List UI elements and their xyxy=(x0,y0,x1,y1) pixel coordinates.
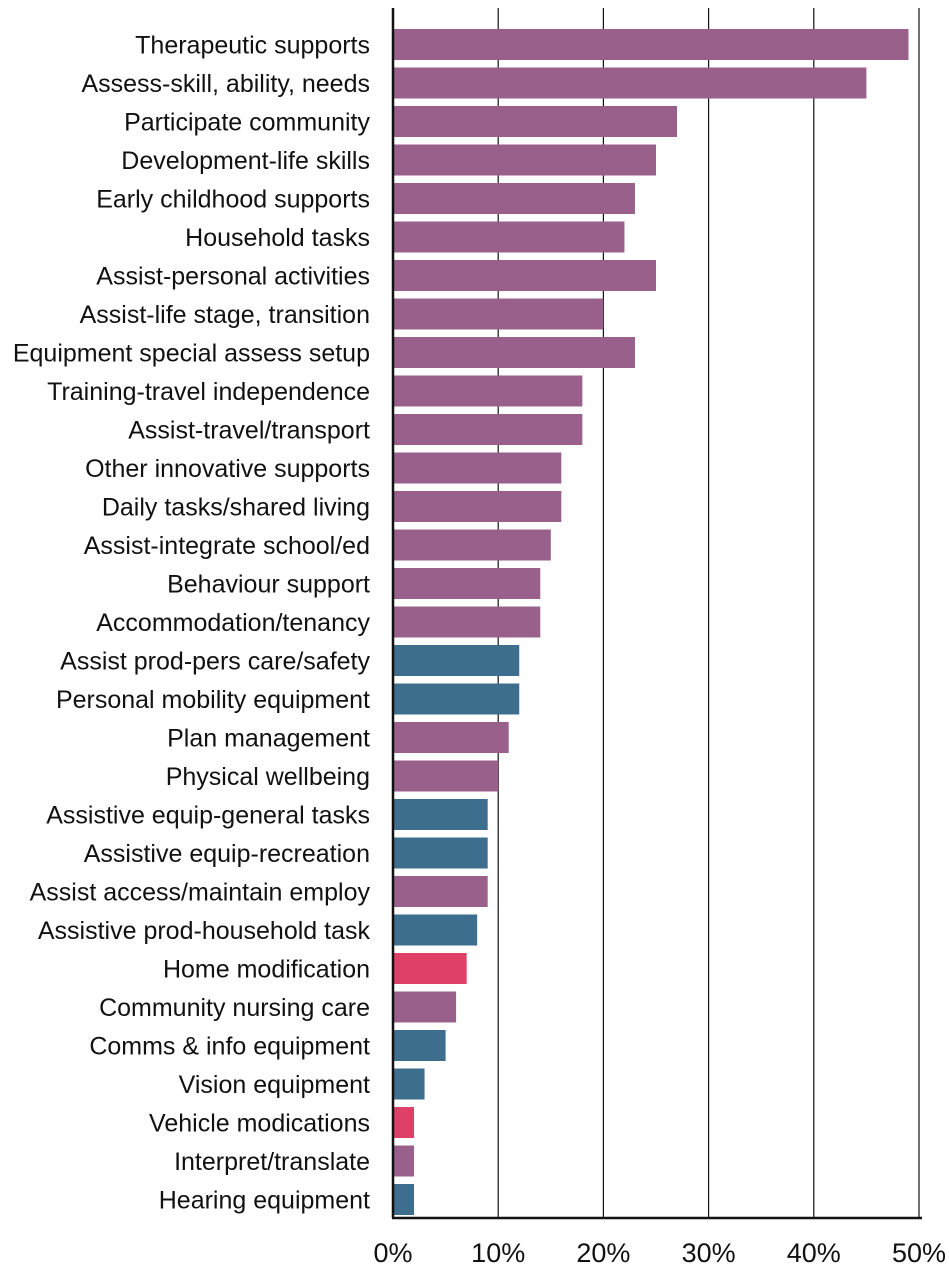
bar xyxy=(393,221,625,253)
bar xyxy=(393,1030,446,1061)
x-tick-label: 40% xyxy=(787,1238,841,1268)
x-tick-label: 0% xyxy=(373,1238,412,1268)
bar xyxy=(393,337,635,368)
bar xyxy=(393,953,467,984)
bar xyxy=(393,1107,415,1138)
category-label: Community nursing care xyxy=(99,994,370,1022)
category-label: Accommodation/tenancy xyxy=(96,609,370,637)
category-label: Training-travel independence xyxy=(47,378,370,406)
category-label: Personal mobility equipment xyxy=(56,686,370,714)
category-label: Behaviour support xyxy=(167,571,370,599)
category-labels: Therapeutic supports Assess-skill, abilit… xyxy=(13,32,371,1215)
category-label: Development-life skills xyxy=(121,147,370,175)
bar xyxy=(393,760,499,792)
category-label: Early childhood supports xyxy=(96,186,370,214)
bar xyxy=(393,414,583,445)
tick-labels: 0% 10% 20% 30% 40% 50% xyxy=(373,1238,946,1268)
x-tick-label: 20% xyxy=(576,1238,630,1268)
category-label: Daily tasks/shared living xyxy=(102,494,370,522)
category-label: Assist-travel/transport xyxy=(128,417,370,445)
category-label: Plan management xyxy=(167,725,370,753)
category-label: Participate community xyxy=(124,109,370,137)
bar xyxy=(393,837,488,869)
bar xyxy=(393,1184,415,1215)
x-tick-label: 50% xyxy=(892,1238,946,1268)
bar xyxy=(393,67,867,99)
category-label: Assist-life stage, transition xyxy=(80,301,370,329)
category-label: Home modification xyxy=(163,956,370,984)
category-label: Equipment special assess setup xyxy=(13,340,370,368)
category-label: Assistive equip-general tasks xyxy=(46,802,370,830)
category-label: Other innovative supports xyxy=(85,455,370,483)
category-label: Assist access/maintain employ xyxy=(30,879,371,907)
x-tick-label: 10% xyxy=(471,1238,525,1268)
category-label: Assess-skill, ability, needs xyxy=(81,70,370,98)
bar xyxy=(393,645,520,676)
category-label: Vehicle modications xyxy=(149,1110,370,1138)
bar xyxy=(393,491,562,522)
bar xyxy=(393,298,604,330)
category-label: Hearing equipment xyxy=(159,1187,370,1215)
category-label: Comms & info equipment xyxy=(89,1033,370,1061)
bar xyxy=(393,1145,415,1177)
category-label: Vision equipment xyxy=(179,1071,370,1099)
bar xyxy=(393,260,656,291)
category-label: Therapeutic supports xyxy=(135,32,370,60)
category-label: Household tasks xyxy=(185,224,370,252)
bar xyxy=(393,183,635,214)
category-label: Interpret/translate xyxy=(174,1148,370,1176)
bar xyxy=(393,529,551,561)
bar xyxy=(393,683,520,715)
category-label: Assistive equip-recreation xyxy=(84,840,370,868)
x-tick-label: 30% xyxy=(682,1238,736,1268)
category-label: Assist-personal activities xyxy=(96,263,370,291)
bar xyxy=(393,606,541,638)
bar xyxy=(393,29,909,60)
bar xyxy=(393,799,488,830)
bar xyxy=(393,106,678,137)
axes xyxy=(391,8,922,1220)
bar xyxy=(393,914,478,946)
bar xyxy=(393,452,562,484)
bar xyxy=(393,568,541,599)
bar xyxy=(393,991,457,1023)
bar xyxy=(393,1068,425,1100)
bar xyxy=(393,375,583,407)
category-label: Physical wellbeing xyxy=(166,763,370,791)
bars xyxy=(393,29,909,1215)
category-label: Assist prod-pers care/safety xyxy=(60,648,370,676)
bar xyxy=(393,144,656,176)
bar xyxy=(393,876,488,907)
category-label: Assist-integrate school/ed xyxy=(84,532,370,560)
bar xyxy=(393,722,509,753)
category-label: Assistive prod-household task xyxy=(38,917,371,945)
